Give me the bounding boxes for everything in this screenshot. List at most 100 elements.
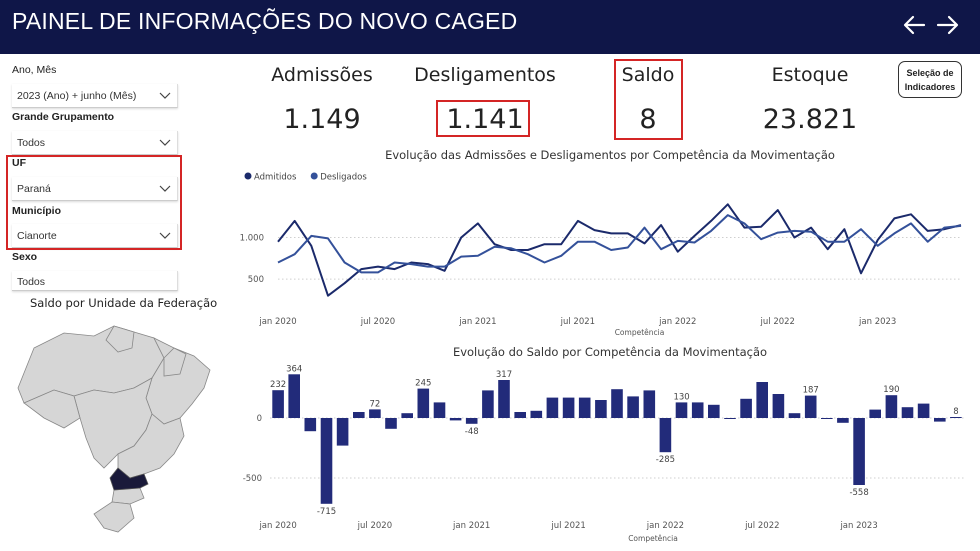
bar-x-tick-label: jul 2021 [550,521,585,531]
bar [369,409,381,418]
line-chart-title: Evolução das Admissões e Desligamentos p… [385,148,835,162]
back-arrow-icon[interactable] [902,12,928,38]
selecao-indicadores-button[interactable]: Seleção de Indicadores [898,61,962,98]
bar [740,398,752,418]
forward-arrow-icon[interactable] [934,12,960,38]
uf-select[interactable]: Paraná [12,177,178,201]
kpi-label-saldo: Saldo [621,64,675,86]
filter-label-grande-grupamento: Grande Grupamento [12,111,115,123]
legend-label-0: Admitidos [254,173,297,183]
bar-data-label: 130 [673,392,689,402]
page-title: PAINEL DE INFORMAÇÕES DO NOVO CAGED [12,8,518,34]
bar [304,418,317,432]
line-chart: Admitidos Desligados 500 1.000 jan 2020 jul 2… [240,172,962,337]
bar [821,418,833,419]
filter-label-municipio: Município [12,205,61,217]
brazil-map[interactable] [14,318,214,536]
bar [804,395,817,418]
kpi-label-estoque: Estoque [771,64,849,86]
chevron-down-icon [159,92,171,99]
bar [320,418,333,504]
bar [578,397,591,418]
bar [724,418,736,419]
bar [708,404,720,418]
selecao-line-1: Seleção de [906,68,954,78]
ano-mes-select[interactable]: 2023 (Ano) + junho (Mês) [12,84,178,108]
bar-x-tick-label: jul 2022 [744,521,779,531]
grande-grupamento-select[interactable]: Todos [12,131,178,155]
map-region-santa-catarina [111,487,145,505]
x-axis-label: Competência [615,328,665,337]
kpi-value-admissoes: 1.149 [283,104,361,135]
bar [385,418,397,429]
bar [901,407,914,418]
bar-chart-title: Evolução do Saldo por Competência da Mov… [452,345,768,359]
bar-data-label: -285 [656,455,675,465]
bar-y-tick-label: 0 [257,414,262,424]
bar [401,413,413,418]
bar [788,413,801,418]
kpi-value-desligamentos: 1.141 [446,104,524,135]
bar [562,397,575,418]
grande-grupamento-value: Todos [17,137,46,149]
bar [272,390,284,418]
bar [853,418,865,485]
bar [336,418,349,446]
map-region-parana [109,467,149,491]
bar-x-axis-label: Competência [628,534,678,543]
bar [772,394,785,418]
bar-x-tick-label: jan 2023 [839,521,877,531]
sexo-value: Todos [17,276,46,288]
bar-data-label: -48 [465,427,479,437]
bar [627,396,639,418]
bar [530,410,543,418]
bar-data-label: 72 [369,399,380,409]
x-tick-label: jan 2022 [658,317,696,327]
header-bar: PAINEL DE INFORMAÇÕES DO NOVO CAGED [0,0,980,54]
series-line-desligados [277,214,962,274]
x-tick-label: jul 2020 [360,317,395,327]
bar [691,402,704,418]
bar-x-tick-label: jan 2021 [452,521,490,531]
bar [659,418,672,453]
bar [353,412,365,418]
bar-data-label: 317 [496,370,512,380]
bar [546,397,559,418]
bar-data-label: 245 [415,379,431,389]
bar [417,388,430,418]
x-tick-label: jul 2022 [760,317,795,327]
bar [643,390,656,418]
bar [498,380,510,418]
series-line-admitidos [277,203,962,297]
chevron-down-icon [159,232,171,239]
x-tick-label: jul 2021 [560,317,595,327]
map-region-rio-grande-do-sul [93,501,135,533]
y-tick-label: 1.000 [240,234,264,244]
legend-marker-1 [310,172,318,180]
bar-y-tick-label: -500 [243,474,262,484]
bar-x-tick-label: jul 2020 [357,521,392,531]
bar [934,418,946,422]
municipio-value: Cianorte [17,230,57,242]
bar [837,418,849,423]
bar [950,417,962,418]
bar [288,374,300,418]
chevron-down-icon [159,185,171,192]
bar-data-label: 232 [270,380,286,390]
bar-data-label: 190 [883,385,899,395]
legend-marker-0 [244,172,252,180]
bar-data-label: 364 [286,364,302,374]
highlight-box-uf-municipio [6,155,182,250]
bar-x-tick-label: jan 2022 [646,521,684,531]
bar [514,412,526,418]
sexo-select[interactable]: Todos [12,271,178,291]
bar [465,418,478,424]
bar-data-label: -715 [317,507,336,517]
kpi-value-estoque: 23.821 [762,104,858,135]
x-tick-label: jan 2021 [458,317,496,327]
municipio-select[interactable]: Cianorte [12,224,178,248]
bar [885,395,898,418]
legend-label-1: Desligados [320,173,367,183]
bar [917,403,930,418]
